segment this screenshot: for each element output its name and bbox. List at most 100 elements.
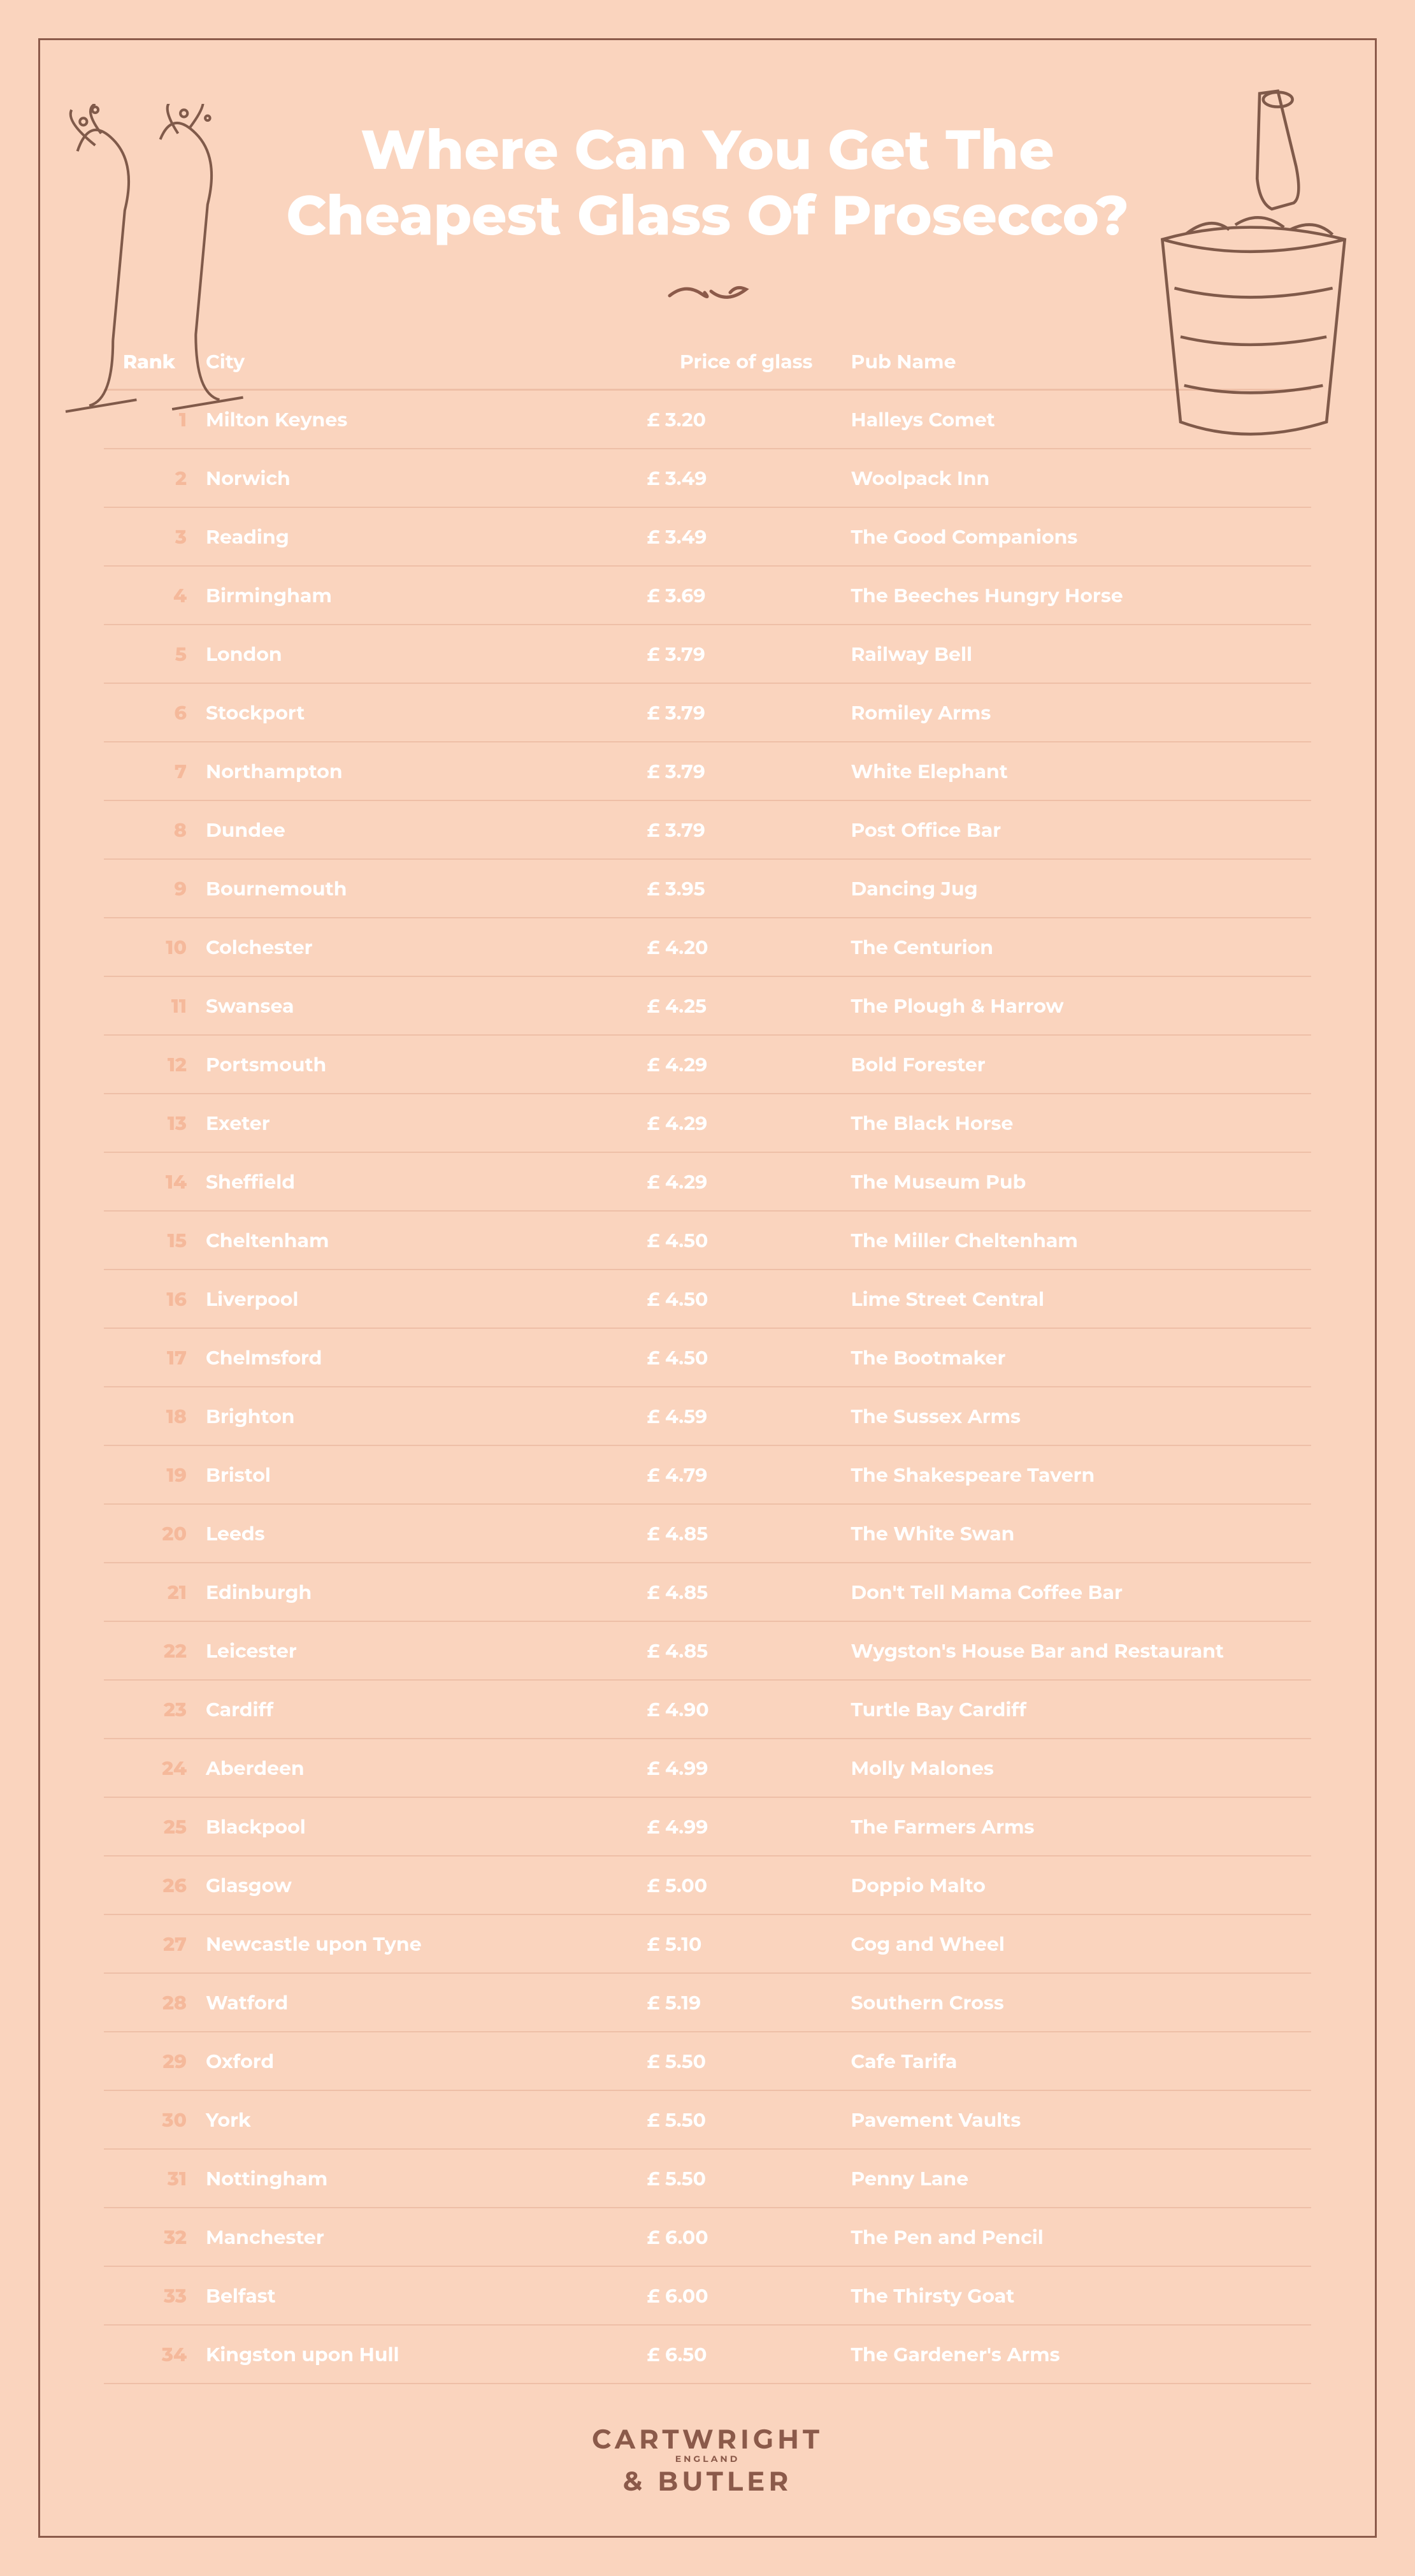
cell-city: York bbox=[206, 2108, 647, 2132]
cell-city: Nottingham bbox=[206, 2167, 647, 2190]
cell-pub: Doppio Malto bbox=[851, 1874, 1293, 1897]
cell-pub: The Farmers Arms bbox=[851, 1815, 1293, 1839]
table-row: 29Oxford£ 5.50Cafe Tarifa bbox=[104, 2032, 1311, 2091]
cell-city: Belfast bbox=[206, 2284, 647, 2308]
cell-pub: The Black Horse bbox=[851, 1111, 1293, 1135]
cell-city: Aberdeen bbox=[206, 1756, 647, 1780]
cell-rank: 34 bbox=[123, 2343, 206, 2366]
cell-rank: 3 bbox=[123, 525, 206, 549]
cell-city: Glasgow bbox=[206, 1874, 647, 1897]
cell-rank: 22 bbox=[123, 1639, 206, 1663]
table-body: 1Milton Keynes£ 3.20Halleys Comet2Norwic… bbox=[104, 391, 1311, 2384]
cell-price: £ 4.85 bbox=[647, 1639, 851, 1663]
cell-city: Blackpool bbox=[206, 1815, 647, 1839]
cell-rank: 19 bbox=[123, 1463, 206, 1487]
cell-rank: 10 bbox=[123, 936, 206, 959]
cell-rank: 15 bbox=[123, 1229, 206, 1252]
cell-pub: The Bootmaker bbox=[851, 1346, 1293, 1370]
cell-price: £ 4.20 bbox=[647, 936, 851, 959]
table-row: 31Nottingham£ 5.50Penny Lane bbox=[104, 2150, 1311, 2208]
table-row: 15Cheltenham£ 4.50The Miller Cheltenham bbox=[104, 1212, 1311, 1270]
cell-price: £ 4.79 bbox=[647, 1463, 851, 1487]
header-price: Price of glass bbox=[647, 350, 851, 373]
cell-price: £ 4.99 bbox=[647, 1815, 851, 1839]
cell-rank: 9 bbox=[123, 877, 206, 901]
cell-city: Oxford bbox=[206, 2050, 647, 2073]
cell-city: Cheltenham bbox=[206, 1229, 647, 1252]
cell-pub: Lime Street Central bbox=[851, 1287, 1293, 1311]
cell-city: Stockport bbox=[206, 701, 647, 725]
cell-price: £ 6.50 bbox=[647, 2343, 851, 2366]
cell-pub: The Centurion bbox=[851, 936, 1293, 959]
cell-price: £ 3.49 bbox=[647, 467, 851, 490]
cell-city: Cardiff bbox=[206, 1698, 647, 1721]
cell-rank: 16 bbox=[123, 1287, 206, 1311]
cell-rank: 29 bbox=[123, 2050, 206, 2073]
cell-rank: 26 bbox=[123, 1874, 206, 1897]
cell-city: Brighton bbox=[206, 1405, 647, 1428]
cell-pub: Post Office Bar bbox=[851, 818, 1293, 842]
cell-price: £ 3.69 bbox=[647, 584, 851, 607]
cell-pub: Penny Lane bbox=[851, 2167, 1293, 2190]
cell-pub: Railway Bell bbox=[851, 642, 1293, 666]
bordered-container: Where Can You Get The Cheapest Glass Of … bbox=[38, 38, 1377, 2538]
cell-pub: The White Swan bbox=[851, 1522, 1293, 1545]
table-row: 14Sheffield£ 4.29The Museum Pub bbox=[104, 1153, 1311, 1212]
table-row: 18Brighton£ 4.59The Sussex Arms bbox=[104, 1387, 1311, 1446]
cell-city: Norwich bbox=[206, 467, 647, 490]
cell-price: £ 5.50 bbox=[647, 2108, 851, 2132]
table-row: 23Cardiff£ 4.90Turtle Bay Cardiff bbox=[104, 1681, 1311, 1739]
cell-pub: Pavement Vaults bbox=[851, 2108, 1293, 2132]
cell-pub: The Thirsty Goat bbox=[851, 2284, 1293, 2308]
cell-city: Kingston upon Hull bbox=[206, 2343, 647, 2366]
cell-price: £ 3.79 bbox=[647, 701, 851, 725]
cell-city: Liverpool bbox=[206, 1287, 647, 1311]
cell-city: Leeds bbox=[206, 1522, 647, 1545]
cell-price: £ 6.00 bbox=[647, 2284, 851, 2308]
cell-pub: The Plough & Harrow bbox=[851, 994, 1293, 1018]
cell-rank: 17 bbox=[123, 1346, 206, 1370]
cell-rank: 25 bbox=[123, 1815, 206, 1839]
cell-price: £ 5.19 bbox=[647, 1991, 851, 2015]
swirl-divider-icon bbox=[663, 280, 752, 305]
table-row: 21Edinburgh£ 4.85Don't Tell Mama Coffee … bbox=[104, 1563, 1311, 1622]
table-row: 28Watford£ 5.19Southern Cross bbox=[104, 1974, 1311, 2032]
cell-city: Manchester bbox=[206, 2225, 647, 2249]
cell-pub: The Gardener's Arms bbox=[851, 2343, 1293, 2366]
table-row: 8Dundee£ 3.79Post Office Bar bbox=[104, 801, 1311, 860]
cell-rank: 27 bbox=[123, 1932, 206, 1956]
table-row: 27Newcastle upon Tyne£ 5.10Cog and Wheel bbox=[104, 1915, 1311, 1974]
cell-rank: 31 bbox=[123, 2167, 206, 2190]
cell-price: £ 4.50 bbox=[647, 1287, 851, 1311]
cell-price: £ 4.29 bbox=[647, 1170, 851, 1194]
table-row: 26Glasgow£ 5.00Doppio Malto bbox=[104, 1856, 1311, 1915]
cell-pub: The Sussex Arms bbox=[851, 1405, 1293, 1428]
cell-price: £ 4.85 bbox=[647, 1581, 851, 1604]
cell-price: £ 5.00 bbox=[647, 1874, 851, 1897]
table-row: 17Chelmsford£ 4.50The Bootmaker bbox=[104, 1329, 1311, 1387]
cell-rank: 30 bbox=[123, 2108, 206, 2132]
table-row: 9Bournemouth£ 3.95Dancing Jug bbox=[104, 860, 1311, 918]
cell-pub: Cafe Tarifa bbox=[851, 2050, 1293, 2073]
table-row: 19Bristol£ 4.79The Shakespeare Tavern bbox=[104, 1446, 1311, 1505]
cell-rank: 23 bbox=[123, 1698, 206, 1721]
cell-city: Bournemouth bbox=[206, 877, 647, 901]
header-city: City bbox=[206, 350, 647, 373]
cell-rank: 28 bbox=[123, 1991, 206, 2015]
cell-city: Reading bbox=[206, 525, 647, 549]
cell-pub: Turtle Bay Cardiff bbox=[851, 1698, 1293, 1721]
title-line-2: Cheapest Glass Of Prosecco? bbox=[286, 182, 1128, 249]
title-line-1: Where Can You Get The bbox=[361, 116, 1054, 183]
table-row: 4Birmingham£ 3.69The Beeches Hungry Hors… bbox=[104, 567, 1311, 625]
cell-city: Newcastle upon Tyne bbox=[206, 1932, 647, 1956]
cell-city: Exeter bbox=[206, 1111, 647, 1135]
cell-city: Swansea bbox=[206, 994, 647, 1018]
cell-rank: 7 bbox=[123, 760, 206, 783]
cell-price: £ 6.00 bbox=[647, 2225, 851, 2249]
cell-city: London bbox=[206, 642, 647, 666]
cell-pub: Molly Malones bbox=[851, 1756, 1293, 1780]
cell-rank: 33 bbox=[123, 2284, 206, 2308]
cell-price: £ 4.85 bbox=[647, 1522, 851, 1545]
cell-rank: 24 bbox=[123, 1756, 206, 1780]
cell-rank: 21 bbox=[123, 1581, 206, 1604]
